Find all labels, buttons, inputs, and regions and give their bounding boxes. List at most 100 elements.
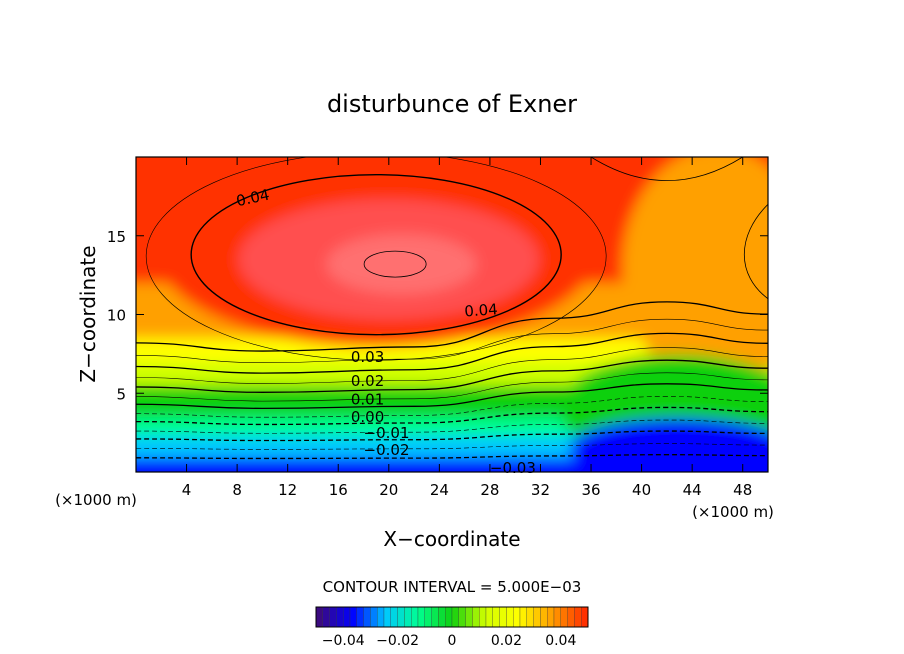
x-tick-label: 48 [733,481,752,499]
colorbar-cell [370,606,378,628]
contour-line [136,301,768,352]
contour-line [136,347,768,384]
y-tick-label: 5 [116,385,126,403]
colorbar-tick-label: 0 [448,633,457,649]
contour-line [136,359,768,393]
chart-title: disturbunce of Exner [327,90,577,118]
contour-line [590,157,743,182]
contour-label: 0.00 [351,408,384,426]
colorbar-cell [506,606,514,628]
fill-core-inner [326,234,477,295]
colorbar-cell [363,606,371,628]
fill-uplift-blue [569,418,768,472]
contour-label: −0.02 [364,441,410,459]
colorbar-cell [513,606,521,628]
contour-line [136,430,768,442]
colorbar-cell [445,606,453,628]
colorbar-tick-label: 0.02 [491,633,522,649]
contour-line [136,318,768,363]
x-axis-label: X−coordinate [383,527,520,551]
colorbar-frame [315,606,589,628]
contour-line [136,332,768,374]
fill-saddle [622,157,768,388]
x-tick-label: 20 [379,481,398,499]
colorbar-cell [411,606,419,628]
contour-label: 0.03 [351,348,384,366]
y-tick-label: 10 [107,307,126,325]
contour-line [145,157,607,361]
x-tick-label: 12 [278,481,297,499]
y-axis-label: Z−coordinate [76,245,100,382]
y-axis-ticks: 5 10 15 [107,228,768,403]
colorbar-cell [397,606,405,628]
contour-label: 0.04 [464,300,499,320]
colorbar-cell [438,606,446,628]
colorbar-cell [451,606,459,628]
colorbar-cell [404,606,412,628]
colorbar-cell [472,606,480,628]
colorbar-cell [315,606,323,628]
x-tick-label: 8 [232,481,242,499]
contour-line [190,173,562,336]
colorbar-cell [533,606,541,628]
colorbar-cell [574,606,582,628]
colorbar-cell [465,606,473,628]
colorbar-tick-label: 0.04 [545,633,576,649]
colorbar-cell [519,606,527,628]
colorbar-cell [329,606,337,628]
colorbar-cell [356,606,364,628]
contour-line [136,372,768,402]
x-tick-label: 4 [182,481,192,499]
colorbar-cell [479,606,487,628]
colorbar-cell [499,606,507,628]
contour-label: −0.03 [490,459,536,477]
contour-line [136,383,768,410]
colorbar-cell [540,606,548,628]
colorbar-cell [390,606,398,628]
colorbar-cell [581,606,589,628]
contour-label: 0.01 [351,391,384,409]
colorbar-tick-label: −0.04 [322,633,365,649]
colorbar-cell [431,606,439,628]
x-tick-label: 28 [480,481,499,499]
colorbar-tick-label: −0.02 [376,633,419,649]
contour-interval-text: CONTOUR INTERVAL = 5.000E−03 [323,578,582,596]
colorbar-cell [417,606,425,628]
colorbar-cell [553,606,561,628]
colorbar-cell [492,606,500,628]
x-unit-label-right: (×1000 m) [692,503,774,521]
colorbar-cell [383,606,391,628]
x-tick-label: 16 [329,481,348,499]
contour-label: 0.02 [351,372,384,390]
colorbar-cell [377,606,385,628]
contour-label: −0.01 [364,424,410,442]
colorbar-cell [336,606,344,628]
contour-line [363,250,427,278]
contour-line [136,454,768,460]
colorbar-cell [560,606,568,628]
contour-line [136,419,768,434]
plot-area [136,157,768,472]
colorbar-cell [485,606,493,628]
contour-line [136,406,768,426]
colorbar-cell [458,606,466,628]
x-tick-label: 36 [581,481,600,499]
colorbar-cell [424,606,432,628]
contour-line [136,396,768,418]
colorbar-cell [567,606,575,628]
x-tick-label: 40 [632,481,651,499]
x-tick-label: 32 [531,481,550,499]
colorbar-tick-labels: −0.04 −0.02 0 0.02 0.04 [322,633,577,649]
contour-line [743,203,768,300]
contour-line [136,443,768,450]
colorbar [315,606,589,628]
x-axis-ticks: 4 8 12 16 20 24 28 32 36 40 44 48 [182,157,752,499]
colorbar-cell [526,606,534,628]
x-tick-label: 24 [430,481,449,499]
contour-label-layer: 0.040.040.030.020.010.00−0.01−0.02−0.03 [235,186,536,478]
colorbar-cell [547,606,555,628]
colorbar-cell [322,606,330,628]
x-tick-label: 44 [683,481,702,499]
colorbar-cell [349,606,357,628]
